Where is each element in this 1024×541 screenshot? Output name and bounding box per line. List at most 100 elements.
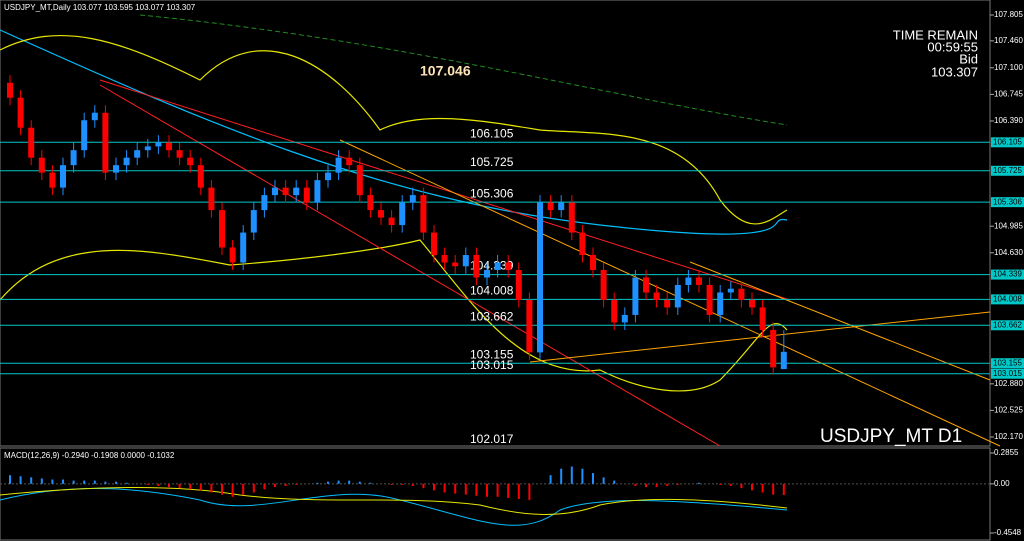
y-tick-label: 102.170 bbox=[994, 432, 1023, 441]
candle-body bbox=[250, 210, 257, 233]
macd-bar bbox=[390, 483, 393, 485]
macd-bar bbox=[433, 483, 435, 491]
candle-body bbox=[346, 157, 353, 166]
macd-bar bbox=[507, 483, 510, 498]
level-tag-label: 105.306 bbox=[993, 197, 1022, 206]
candle-body bbox=[579, 232, 586, 256]
macd-bar bbox=[210, 483, 213, 493]
candle-body bbox=[187, 157, 194, 166]
candle-body bbox=[388, 217, 395, 226]
candle-body bbox=[367, 195, 374, 211]
y-tick-label: 107.460 bbox=[994, 36, 1023, 45]
candle-body bbox=[399, 202, 406, 226]
macd-bar bbox=[676, 483, 679, 485]
macd-bar bbox=[475, 483, 478, 496]
candle-body bbox=[515, 269, 522, 300]
candle-body bbox=[144, 146, 151, 151]
macd-bar bbox=[146, 483, 149, 485]
macd-bar bbox=[93, 480, 96, 484]
candle-body bbox=[38, 157, 45, 173]
y-tick-label: 0.2855 bbox=[994, 448, 1019, 457]
macd-bar bbox=[581, 468, 584, 484]
candle-body bbox=[431, 232, 437, 256]
candle-body bbox=[674, 284, 681, 308]
trend-line bbox=[99, 79, 791, 301]
macd-bar bbox=[231, 483, 234, 497]
symbol-line: USDJPY_MT,Daily 103.077 103.595 103.077 … bbox=[4, 3, 196, 12]
candle-body bbox=[261, 195, 268, 211]
macd-bar bbox=[295, 483, 298, 485]
candle-body bbox=[155, 142, 162, 147]
macd-bar bbox=[327, 481, 329, 484]
candle-body bbox=[91, 112, 98, 121]
macd-bar bbox=[284, 483, 287, 487]
candle-body bbox=[441, 255, 448, 263]
y-tick-label: 107.100 bbox=[994, 63, 1023, 72]
level-tag bbox=[991, 269, 1024, 280]
candle-body bbox=[134, 150, 141, 158]
candle-body bbox=[696, 277, 702, 285]
y-tick-label: 102.880 bbox=[994, 379, 1023, 388]
symbol-title: USDJPY_MT D1 bbox=[820, 426, 962, 447]
macd-bar bbox=[19, 476, 22, 484]
candle-body bbox=[325, 172, 331, 181]
candle-body bbox=[749, 299, 755, 308]
bid-label: Bid bbox=[959, 51, 978, 66]
level-label: 103.662 bbox=[470, 309, 514, 323]
long-moving-average bbox=[139, 14, 788, 126]
macd-bar bbox=[782, 483, 785, 496]
candle-body bbox=[314, 180, 321, 203]
level-label: 106.105 bbox=[470, 126, 514, 140]
candle-body bbox=[770, 329, 777, 368]
level-tag bbox=[991, 294, 1024, 305]
candle-body bbox=[49, 172, 56, 188]
candle-body bbox=[272, 187, 278, 196]
trend-line bbox=[339, 139, 1001, 447]
level-tag bbox=[991, 197, 1024, 208]
macd-bar bbox=[40, 478, 43, 484]
candle-body bbox=[653, 292, 660, 300]
macd-bar bbox=[454, 483, 457, 494]
candle-body bbox=[547, 202, 554, 211]
macd-bar bbox=[221, 483, 223, 495]
candle-body bbox=[197, 165, 204, 188]
candle-body bbox=[208, 187, 215, 211]
y-tick-label: -0.4548 bbox=[994, 528, 1022, 537]
macd-signal bbox=[0, 487, 788, 515]
level-tag-label: 103.662 bbox=[993, 320, 1022, 329]
candle-body bbox=[664, 299, 671, 308]
macd-bar bbox=[560, 468, 563, 484]
macd-bar bbox=[761, 483, 764, 493]
candle-body bbox=[494, 262, 501, 270]
candle-body bbox=[568, 202, 575, 233]
candle-body bbox=[282, 187, 289, 196]
level-tag bbox=[991, 137, 1024, 148]
macd-bar bbox=[115, 481, 117, 484]
y-tick-label: 106.390 bbox=[994, 116, 1023, 125]
trend-line bbox=[99, 84, 721, 447]
level-tag-label: 104.339 bbox=[993, 270, 1022, 279]
macd-bar bbox=[242, 483, 245, 495]
trend-line bbox=[529, 311, 991, 363]
macd-bar bbox=[30, 477, 33, 484]
macd-bar bbox=[104, 481, 107, 484]
level-tag bbox=[991, 358, 1024, 369]
candle-body bbox=[717, 292, 724, 315]
macd-bar bbox=[549, 475, 552, 484]
candle-body bbox=[526, 299, 533, 353]
macd-bar bbox=[316, 482, 319, 484]
candle-body bbox=[81, 120, 88, 151]
macd-bar bbox=[634, 483, 637, 487]
macd-frame bbox=[0, 447, 991, 541]
macd-bar bbox=[337, 480, 340, 484]
macd-bar bbox=[358, 481, 361, 484]
level-label: 104.339 bbox=[470, 259, 514, 273]
candle-body bbox=[462, 255, 469, 267]
candle-body bbox=[28, 127, 35, 158]
low-label: 102.017 bbox=[470, 432, 514, 446]
macd-bar bbox=[9, 475, 11, 484]
macd-bar bbox=[157, 483, 160, 487]
candle-body bbox=[420, 195, 427, 233]
candle-body bbox=[17, 97, 24, 128]
